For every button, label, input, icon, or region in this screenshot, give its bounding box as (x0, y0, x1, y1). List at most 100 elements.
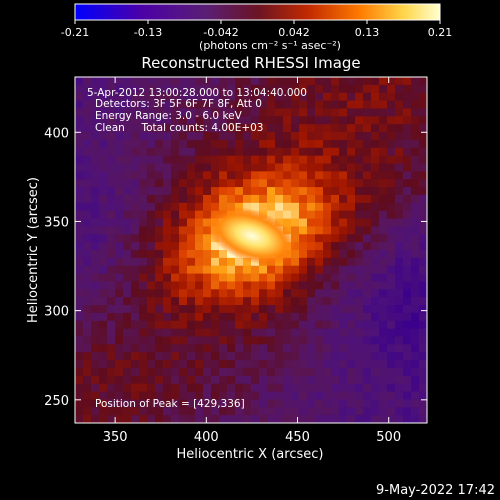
heatmap-cell (363, 234, 372, 243)
heatmap-cell (315, 187, 324, 196)
heatmap-cell (115, 171, 124, 180)
heatmap-cell (251, 344, 260, 353)
heatmap-cell (419, 328, 427, 338)
heatmap-cell (155, 383, 164, 393)
heatmap-cell (91, 336, 100, 345)
heatmap-cell (139, 273, 148, 283)
heatmap-cell (331, 155, 340, 165)
heatmap-cell (195, 281, 204, 290)
heatmap-cell (355, 352, 364, 361)
heatmap-cell (267, 163, 276, 172)
heatmap-cell (235, 187, 244, 196)
heatmap-cell (403, 297, 412, 306)
heatmap-cell (419, 336, 427, 345)
heatmap-cell (411, 163, 420, 172)
heatmap-cell (379, 344, 388, 353)
heatmap-cell (371, 139, 380, 149)
heatmap-cell (123, 265, 132, 275)
heatmap-cell (371, 179, 380, 188)
heatmap-cell (355, 297, 364, 306)
heatmap-cell (275, 77, 284, 86)
heatmap-cell (75, 281, 84, 290)
heatmap-cell (155, 360, 164, 369)
heatmap-cell (371, 250, 380, 259)
heatmap-cell (403, 383, 412, 393)
heatmap-cell (419, 202, 427, 212)
heatmap-cell (131, 147, 140, 157)
heatmap-cell (139, 375, 148, 385)
heatmap-cell (243, 116, 252, 125)
heatmap-cell (371, 194, 380, 204)
heatmap-cell (379, 194, 388, 204)
heatmap-cell (147, 139, 156, 149)
heatmap-cell (419, 100, 427, 110)
heatmap-cell (251, 179, 260, 188)
heatmap-cell (387, 415, 396, 423)
heatmap-cell (259, 202, 268, 212)
heatmap-cell (123, 124, 132, 133)
heatmap-cell (139, 352, 148, 361)
heatmap-cell (347, 100, 356, 110)
heatmap-cell (203, 234, 212, 243)
heatmap-cell (203, 297, 212, 306)
heatmap-cell (139, 218, 148, 228)
heatmap-cell (195, 187, 204, 196)
heatmap-cell (387, 312, 396, 322)
heatmap-cell (291, 344, 300, 353)
heatmap-cell (139, 265, 148, 275)
heatmap-cell (83, 163, 92, 172)
heatmap-cell (251, 265, 260, 275)
heatmap-cell (387, 399, 396, 408)
heatmap-cell (203, 320, 212, 330)
heatmap-cell (299, 344, 308, 353)
heatmap-cell (395, 92, 404, 102)
heatmap-cell (339, 100, 348, 110)
heatmap-cell (411, 257, 420, 267)
heatmap-cell (315, 375, 324, 385)
heatmap-cell (179, 139, 188, 149)
heatmap-cell (371, 108, 380, 117)
heatmap-cell (347, 407, 356, 416)
heatmap-cell (99, 124, 108, 133)
heatmap-cell (307, 305, 316, 314)
heatmap-cell (291, 155, 300, 165)
heatmap-cell (227, 281, 236, 290)
heatmap-cell (411, 108, 420, 117)
heatmap-cell (331, 281, 340, 290)
heatmap-cell (107, 171, 116, 180)
heatmap-cell (227, 320, 236, 330)
heatmap-cell (83, 210, 92, 220)
heatmap-cell (91, 155, 100, 165)
heatmap-cell (291, 281, 300, 290)
heatmap-cell (307, 250, 316, 259)
heatmap-cell (219, 194, 228, 204)
heatmap-cell (211, 147, 220, 157)
heatmap-cell (307, 242, 316, 251)
heatmap-cell (155, 344, 164, 353)
heatmap-cell (123, 139, 132, 149)
heatmap-cell (155, 187, 164, 196)
heatmap-cell (171, 305, 180, 314)
heatmap-cell (379, 407, 388, 416)
heatmap-cell (363, 305, 372, 314)
heatmap-cell (163, 92, 172, 102)
heatmap-cell (403, 407, 412, 416)
heatmap-cell (163, 179, 172, 188)
heatmap-cell (171, 257, 180, 267)
heatmap-cell (403, 344, 412, 353)
heatmap-cell (363, 242, 372, 251)
heatmap-cell (211, 171, 220, 180)
heatmap-cell (107, 281, 116, 290)
heatmap-cell (283, 289, 292, 298)
heatmap-cell (75, 202, 84, 212)
heatmap-cell (147, 147, 156, 157)
heatmap-cell (171, 179, 180, 188)
heatmap-cell (331, 328, 340, 338)
heatmap-cell (211, 344, 220, 353)
heatmap-cell (299, 77, 308, 86)
heatmap-cell (347, 234, 356, 243)
heatmap-cell (195, 257, 204, 267)
heatmap-cell (403, 250, 412, 259)
heatmap-cell (203, 336, 212, 345)
heatmap-cell (355, 273, 364, 283)
